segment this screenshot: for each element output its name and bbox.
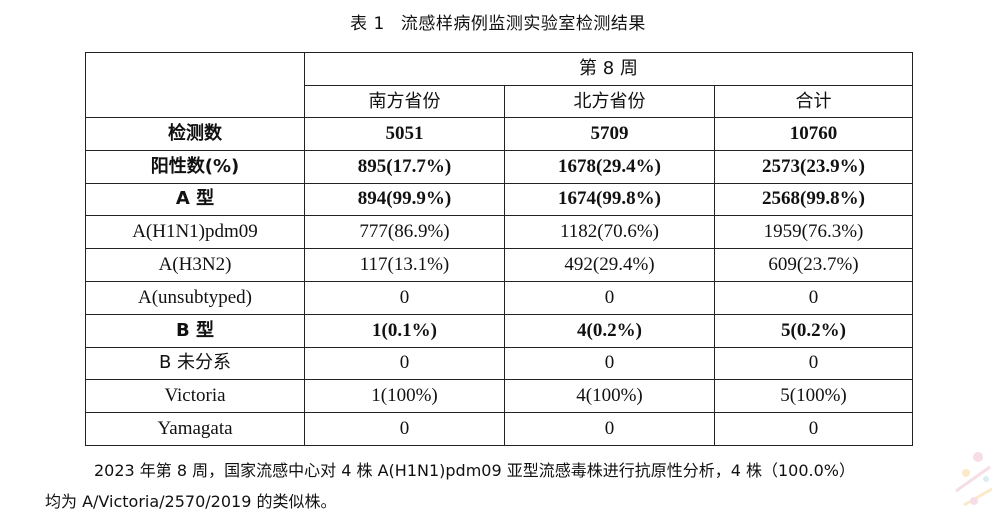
corner-cell [85, 52, 305, 118]
table-row: 检测数 5051 5709 10760 [85, 117, 913, 151]
north-value-cell: 0 [504, 412, 715, 446]
table-row: A(H1N1)pdm09 777(86.9%) 1182(70.6%) 1959(76… [85, 215, 913, 250]
row-label: 阳性数(%) [85, 149, 305, 184]
footnote: 2023 年第 8 周，国家流感中心对 4 株 A(H1N1)pdm09 亚型流… [45, 455, 975, 517]
row-label: B 型 [85, 313, 305, 348]
total-value-cell: 609(23.7%) [714, 248, 913, 282]
total-value-cell: 10760 [714, 117, 913, 151]
footnote-line-1: 2023 年第 8 周，国家流感中心对 4 株 A(H1N1)pdm09 亚型流… [94, 461, 856, 480]
total-value-cell: 2573(23.9%) [714, 149, 913, 184]
north-value-cell: 492(29.4%) [504, 248, 715, 282]
total-value-cell: 5(100%) [714, 379, 913, 414]
south-value-cell: 777(86.9%) [304, 215, 505, 250]
week-header: 第 8 周 [304, 52, 913, 86]
table-row: Yamagata 0 0 0 [85, 412, 913, 446]
table-row: A(H3N2) 117(13.1%) 492(29.4%) 609(23.7%) [85, 248, 913, 282]
row-label: A(unsubtyped) [85, 280, 305, 315]
south-value-cell: 117(13.1%) [304, 248, 505, 282]
table-row: A(unsubtyped) 0 0 0 [85, 280, 913, 315]
north-value-cell: 4(100%) [504, 379, 715, 414]
row-label: 检测数 [85, 117, 305, 151]
south-value-cell: 894(99.9%) [304, 182, 505, 217]
column-header-south: 南方省份 [304, 85, 505, 118]
table-body: 检测数 5051 5709 10760 阳性数(%) 895(17.7%) 1678(29.… [85, 117, 913, 446]
total-value-cell: 1959(76.3%) [714, 215, 913, 250]
south-value-cell: 1(100%) [304, 379, 505, 414]
row-label: A(H3N2) [85, 248, 305, 282]
footnote-line-2: 均为 A/Victoria/2570/2019 的类似株。 [45, 492, 337, 511]
north-value-cell: 5709 [504, 117, 715, 151]
table-row: Victoria 1(100%) 4(100%) 5(100%) [85, 379, 913, 414]
south-value-cell: 1(0.1%) [304, 313, 505, 348]
row-label: A 型 [85, 182, 305, 217]
header-row-regions: 南方省份 北方省份 合计 [86, 85, 913, 118]
south-value-cell: 895(17.7%) [304, 149, 505, 184]
table-number: 表 1 [350, 14, 385, 34]
north-value-cell: 1182(70.6%) [504, 215, 715, 250]
south-value-cell: 0 [304, 280, 505, 315]
south-value-cell: 0 [304, 346, 505, 381]
north-value-cell: 1674(99.8%) [504, 182, 715, 217]
north-value-cell: 1678(29.4%) [504, 149, 715, 184]
table-row: 阳性数(%) 895(17.7%) 1678(29.4%) 2573(23.9%) [85, 149, 913, 184]
header-row-week: 第 8 周 [85, 52, 913, 118]
table-row: B 未分系 0 0 0 [85, 346, 913, 381]
table-row: B 型 1(0.1%) 4(0.2%) 5(0.2%) [85, 313, 913, 348]
table-title: 流感样病例监测实验室检测结果 [400, 14, 646, 34]
total-value-cell: 0 [714, 346, 913, 381]
north-value-cell: 0 [504, 280, 715, 315]
results-table: 第 8 周 南方省份 北方省份 合计 检测数 5051 5709 10760 阳性数(%… [85, 52, 913, 446]
column-header-north: 北方省份 [504, 85, 715, 118]
row-label: Yamagata [85, 412, 305, 446]
south-value-cell: 5051 [304, 117, 505, 151]
total-value-cell: 0 [714, 412, 913, 446]
column-header-total: 合计 [714, 85, 913, 118]
total-value-cell: 0 [714, 280, 913, 315]
row-label: A(H1N1)pdm09 [85, 215, 305, 250]
total-value-cell: 2568(99.8%) [714, 182, 913, 217]
table-caption: 表 1 流感样病例监测实验室检测结果 [0, 9, 996, 34]
table-row: A 型 894(99.9%) 1674(99.8%) 2568(99.8%) [85, 182, 913, 217]
south-value-cell: 0 [304, 412, 505, 446]
row-label: B 未分系 [85, 346, 305, 381]
north-value-cell: 0 [504, 346, 715, 381]
total-value-cell: 5(0.2%) [714, 313, 913, 348]
north-value-cell: 4(0.2%) [504, 313, 715, 348]
row-label: Victoria [85, 379, 305, 414]
